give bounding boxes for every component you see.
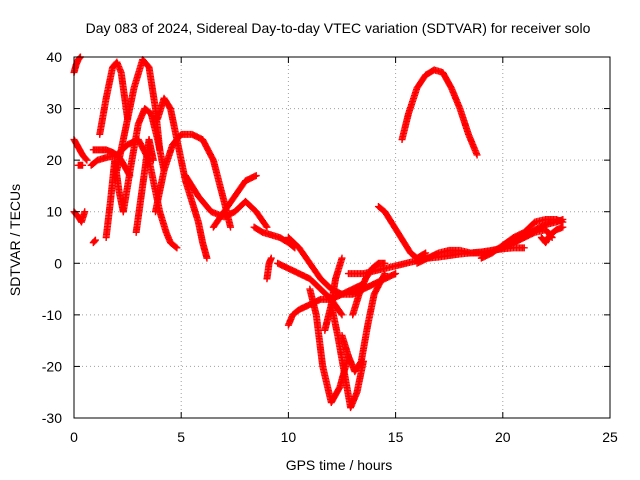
series-arc18 (263, 254, 275, 283)
data-point (91, 237, 99, 245)
chart-title: Day 083 of 2024, Sidereal Day-to-day VTE… (86, 20, 591, 36)
series-arc29 (398, 66, 481, 159)
data-point (173, 244, 181, 252)
data-point (381, 259, 389, 267)
x-tick-label: 15 (388, 429, 404, 445)
x-axis-label: GPS time / hours (286, 457, 393, 473)
x-tick-label: 10 (281, 429, 297, 445)
data-point (380, 271, 388, 279)
data-point (91, 236, 99, 244)
x-tick-label: 25 (602, 429, 618, 445)
data-point (172, 243, 180, 251)
y-axis-label: SDTVAR / TECUs (7, 184, 23, 296)
series-arc11 (119, 105, 168, 216)
data-point (338, 254, 346, 262)
data-point (82, 155, 90, 163)
data-point (203, 254, 211, 262)
x-tick-label: 0 (70, 429, 78, 445)
series-arc15 (181, 172, 271, 231)
series-arc14 (154, 94, 211, 262)
data-point (83, 156, 91, 164)
series-arc27 (349, 259, 389, 319)
data-markers (70, 53, 567, 412)
axis-ticks: 0 5 10 15 20 25 -30 -20 -10 0 10 20 30 40 (42, 49, 618, 445)
y-tick-label: 30 (46, 101, 62, 117)
data-point (81, 208, 89, 216)
series-arc25 (338, 270, 389, 376)
data-point (149, 156, 157, 164)
data-point (520, 244, 528, 252)
data-point (473, 151, 481, 159)
data-point (252, 172, 260, 180)
data-point (559, 223, 567, 231)
series-arc31 (477, 215, 567, 262)
series-arc01 (70, 53, 84, 76)
series-arc21 (284, 280, 367, 329)
data-point (76, 54, 84, 62)
y-tick-label: 20 (46, 152, 62, 168)
series-arc23 (327, 301, 367, 412)
series-arc13 (151, 130, 235, 231)
y-tick-label: 40 (46, 49, 62, 65)
data-point (422, 249, 430, 257)
y-tick-label: -30 (42, 410, 62, 426)
data-point (262, 222, 270, 230)
series-arc12 (132, 136, 157, 236)
series-arc03 (74, 161, 87, 169)
data-point (227, 223, 235, 231)
series-arc05 (89, 236, 99, 247)
data-point (79, 161, 87, 169)
series-arc16 (209, 172, 260, 231)
x-tick-label: 5 (177, 429, 185, 445)
series-arc02 (70, 136, 91, 164)
series-arc33 (537, 223, 567, 247)
y-tick-label: 0 (54, 255, 62, 271)
y-tick-label: 10 (46, 204, 62, 220)
plot-frame (73, 56, 611, 419)
series-arc04 (70, 208, 89, 226)
x-tick-label: 20 (495, 429, 511, 445)
series-arc24 (321, 254, 346, 334)
data-point (90, 238, 98, 246)
data-point (338, 311, 346, 319)
y-tick-label: -10 (42, 307, 62, 323)
data-point (392, 270, 400, 278)
data-point (267, 254, 275, 262)
y-tick-label: -20 (42, 358, 62, 374)
data-point (263, 223, 271, 231)
data-point (337, 310, 345, 318)
